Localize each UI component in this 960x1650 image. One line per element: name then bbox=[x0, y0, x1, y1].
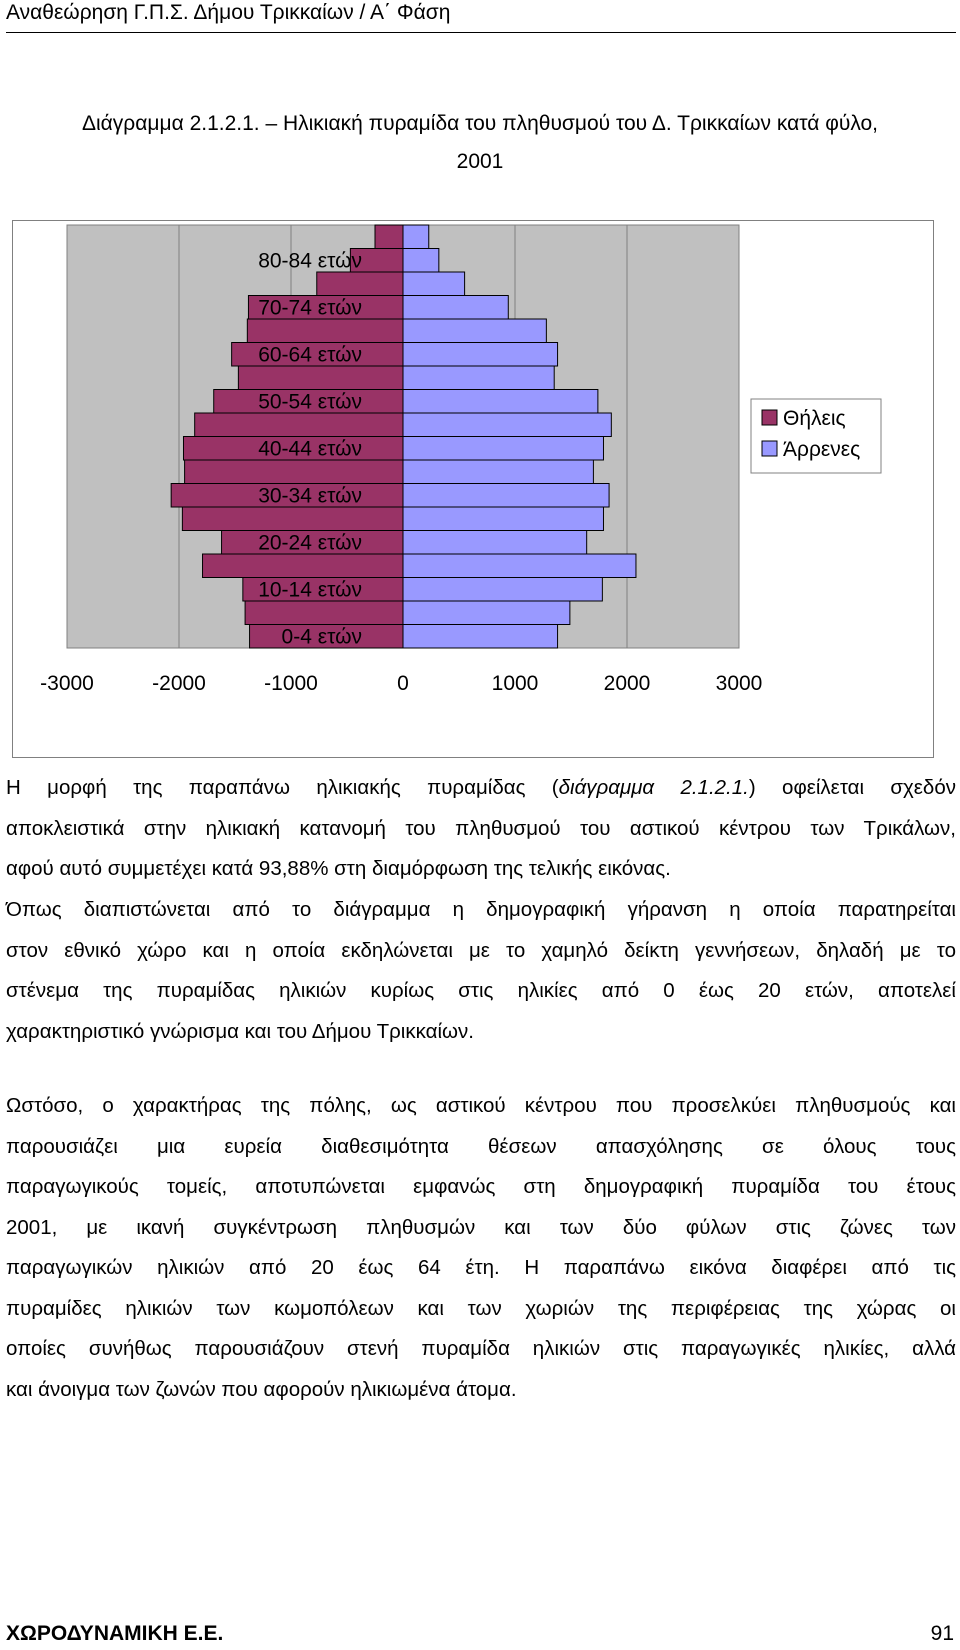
male-bar bbox=[402, 342, 559, 367]
legend-swatch bbox=[761, 409, 778, 426]
male-bar bbox=[402, 577, 603, 602]
paragraph-line: πυραμίδες ηλικιών των κωμοπόλεων και των… bbox=[6, 1296, 956, 1320]
paragraph-line: στον εθνικό χώρο και η οποία εκδηλώνεται… bbox=[6, 938, 956, 962]
paragraph-line: Η μορφή της παραπάνω ηλικιακής πυραμίδας… bbox=[6, 768, 956, 809]
running-header: Αναθεώρηση Γ.Π.Σ. Δήμου Τρικκαίων / Α΄ Φ… bbox=[6, 1, 451, 24]
figure-caption: Διάγραμμα 2.1.2.1. – Ηλικιακή πυραμίδα τ… bbox=[81, 112, 879, 135]
male-bar bbox=[402, 412, 612, 437]
male-bar bbox=[402, 365, 555, 390]
population-pyramid-chart: 0-4 ετών 10-14 ετών 20-24 ετών 30-34 ετών 40… bbox=[12, 220, 934, 758]
figure-reference: διάγραμμα 2.1.2.1. bbox=[558, 776, 749, 799]
paragraph-line: στένεμα της πυραμίδας ηλικιών κυρίως στι… bbox=[6, 979, 956, 1002]
legend-label: Άρρενες bbox=[783, 438, 860, 461]
x-tick-label: 3000 bbox=[716, 672, 763, 695]
paragraph-2: Όπως διαπιστώνεται από το διάγραμμα η δη… bbox=[6, 890, 956, 1052]
paragraph-1: Η μορφή της παραπάνω ηλικιακής πυραμίδας… bbox=[6, 768, 956, 890]
female-bar bbox=[237, 365, 404, 390]
category-tick-label: 80-84 ετών bbox=[258, 249, 362, 272]
paragraph-line: Ωστόσο, ο χαρακτήρας της πόλης, ως αστικ… bbox=[6, 1094, 956, 1117]
x-tick-label: 1000 bbox=[492, 672, 539, 695]
paragraph-line: παραγωγικών ηλικιών από 20 έως 64 έτη. Η… bbox=[6, 1256, 956, 1279]
male-bar bbox=[402, 553, 637, 578]
female-bar bbox=[246, 318, 404, 343]
text-run: Η μορφή της παραπάνω ηλικιακής πυραμίδας… bbox=[6, 776, 559, 799]
legend-swatch bbox=[761, 440, 778, 457]
male-bar bbox=[402, 600, 571, 625]
male-bar bbox=[402, 295, 509, 320]
category-tick-label: 50-54 ετών bbox=[258, 390, 362, 413]
text-run: αποκλειστικά στην ηλικιακή κατανομή του … bbox=[6, 816, 956, 840]
text-run: ) οφείλεται σχεδόν bbox=[748, 776, 956, 799]
category-tick-label: 40-44 ετών bbox=[258, 437, 362, 460]
male-bar bbox=[402, 459, 594, 484]
female-bar bbox=[194, 412, 404, 437]
footer-company: ΧΩΡΟΔΥΝΑΜΙΚΗ Ε.Ε. bbox=[6, 1622, 224, 1645]
legend-label: Θήλεις bbox=[783, 407, 846, 430]
paragraph-line: παραγωγικούς τομείς, αποτυπώνεται εμφανώ… bbox=[6, 1175, 956, 1198]
female-bar bbox=[374, 224, 404, 249]
paragraph-line: Όπως διαπιστώνεται από το διάγραμμα η δη… bbox=[6, 898, 956, 921]
paragraph-line: 2001, με ικανή συγκέντρωση πληθυσμών και… bbox=[6, 1215, 956, 1239]
x-tick-label: -3000 bbox=[40, 672, 94, 695]
female-bar bbox=[244, 600, 404, 625]
paragraph-line: και άνοιγμα των ζωνών που αφορούν ηλικιω… bbox=[6, 1377, 517, 1401]
category-tick-label: 20-24 ετών bbox=[258, 531, 362, 554]
female-bar bbox=[202, 553, 404, 578]
male-bar bbox=[402, 389, 599, 414]
paragraph-3: Ωστόσο, ο χαρακτήρας της πόλης, ως αστικ… bbox=[6, 1086, 956, 1410]
category-tick-label: 70-74 ετών bbox=[258, 296, 362, 319]
paragraph-line: παρουσιάζει μια ευρεία διαθεσιμότητα θέσ… bbox=[6, 1134, 956, 1158]
category-tick-label: 30-34 ετών bbox=[258, 484, 362, 507]
paragraph-line: αφού αυτό συμμετέχει κατά 93,88% στη δια… bbox=[6, 849, 956, 890]
x-tick-label: 0 bbox=[397, 672, 409, 695]
category-tick-label: 0-4 ετών bbox=[282, 625, 362, 648]
male-bar bbox=[402, 248, 440, 273]
female-bar bbox=[181, 506, 404, 531]
x-tick-label: 2000 bbox=[604, 672, 651, 695]
male-bar bbox=[402, 483, 610, 508]
paragraph-line: χαρακτηριστικό γνώρισμα και του Δήμου Τρ… bbox=[6, 1019, 474, 1043]
male-bar bbox=[402, 506, 604, 531]
male-bar bbox=[402, 624, 559, 649]
paragraph-line: οποίες συνήθως παρουσιάζουν στενή πυραμί… bbox=[6, 1337, 956, 1360]
text-run: αφού αυτό συμμετέχει κατά 93,88% στη δια… bbox=[6, 857, 671, 880]
male-bar bbox=[402, 224, 430, 249]
paragraph-line: αποκλειστικά στην ηλικιακή κατανομή του … bbox=[6, 809, 956, 850]
figure-caption-year: 2001 bbox=[456, 150, 504, 173]
male-bar bbox=[402, 271, 466, 296]
header-rule bbox=[6, 32, 956, 33]
male-bar bbox=[402, 530, 588, 555]
female-bar bbox=[184, 459, 404, 484]
category-tick-label: 10-14 ετών bbox=[258, 578, 362, 601]
male-bar bbox=[402, 318, 547, 343]
x-tick-label: -2000 bbox=[152, 672, 206, 695]
female-bar bbox=[316, 271, 404, 296]
page-number: 91 bbox=[930, 1622, 954, 1645]
male-bar bbox=[402, 436, 604, 461]
category-tick-label: 60-64 ετών bbox=[258, 343, 362, 366]
x-tick-label: -1000 bbox=[264, 672, 318, 695]
